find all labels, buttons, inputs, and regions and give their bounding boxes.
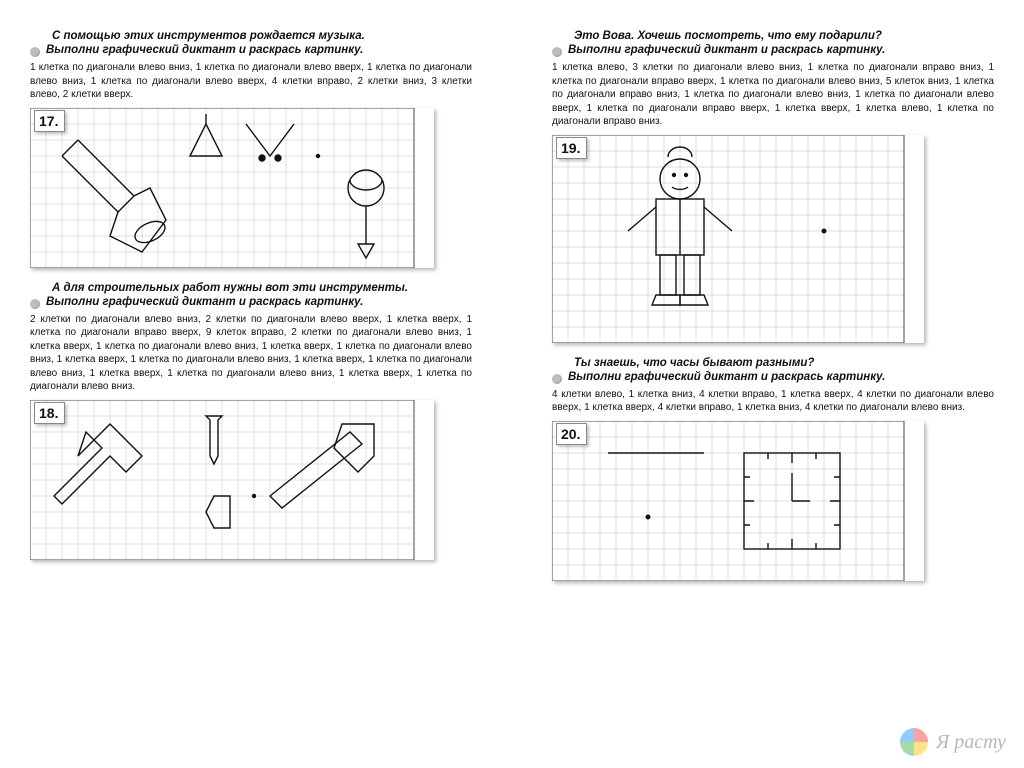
instructions: 2 клетки по диагонали влево вниз, 2 клет… <box>30 313 472 394</box>
grid-wrap: 20. <box>552 421 994 581</box>
intro-text: Ты знаешь, что часы бывают разными? <box>552 357 994 369</box>
right-column: Это Вова. Хочешь посмотреть, что ему под… <box>552 30 994 595</box>
task-text: Выполни графический диктант и раскрась к… <box>46 44 363 56</box>
intro-text: Это Вова. Хочешь посмотреть, что ему под… <box>552 30 994 42</box>
task-row: Выполни графический диктант и раскрась к… <box>30 296 472 309</box>
drawing <box>54 416 374 528</box>
grid-lines <box>552 421 904 581</box>
grid-19 <box>552 135 924 343</box>
exercise-17: С помощью этих инструментов рождается му… <box>30 30 472 268</box>
intro-text: А для строительных работ нужны вот эти и… <box>30 282 472 294</box>
exercise-19: Это Вова. Хочешь посмотреть, что ему под… <box>552 30 994 343</box>
grid-wrap: 18. <box>30 400 472 560</box>
intro-text: С помощью этих инструментов рождается му… <box>30 30 472 42</box>
grid-18 <box>30 400 434 560</box>
exercise-20: Ты знаешь, что часы бывают разными? Выпо… <box>552 357 994 581</box>
task-row: Выполни графический диктант и раскрась к… <box>30 44 472 57</box>
instructions: 4 клетки влево, 1 клетка вниз, 4 клетки … <box>552 388 994 415</box>
bullet-icon <box>30 47 40 57</box>
bullet-icon <box>30 299 40 309</box>
ball-icon <box>900 728 928 756</box>
exercise-number: 19. <box>556 137 587 159</box>
task-text: Выполни графический диктант и раскрась к… <box>568 371 885 383</box>
task-text: Выполни графический диктант и раскрась к… <box>46 296 363 308</box>
exercise-18: А для строительных работ нужны вот эти и… <box>30 282 472 560</box>
instructions: 1 клетка по диагонали влево вниз, 1 клет… <box>30 61 472 102</box>
watermark-text: Я расту <box>936 731 1006 754</box>
task-text: Выполни графический диктант и раскрась к… <box>568 44 885 56</box>
instructions: 1 клетка влево, 3 клетки по диагонали вл… <box>552 61 994 129</box>
left-column: С помощью этих инструментов рождается му… <box>30 30 472 595</box>
grid-17 <box>30 108 434 268</box>
drawing <box>628 147 826 305</box>
worksheet-page: С помощью этих инструментов рождается му… <box>0 0 1024 605</box>
exercise-number: 18. <box>34 402 65 424</box>
task-row: Выполни графический диктант и раскрась к… <box>552 371 994 384</box>
grid-lines <box>552 135 904 343</box>
drawing <box>62 114 384 258</box>
grid-20 <box>552 421 924 581</box>
grid-wrap: 19. <box>552 135 994 343</box>
exercise-number: 20. <box>556 423 587 445</box>
exercise-number: 17. <box>34 110 65 132</box>
grid-wrap: 17. <box>30 108 472 268</box>
watermark: Я расту <box>900 728 1006 756</box>
task-row: Выполни графический диктант и раскрась к… <box>552 44 994 57</box>
bullet-icon <box>552 47 562 57</box>
bullet-icon <box>552 374 562 384</box>
